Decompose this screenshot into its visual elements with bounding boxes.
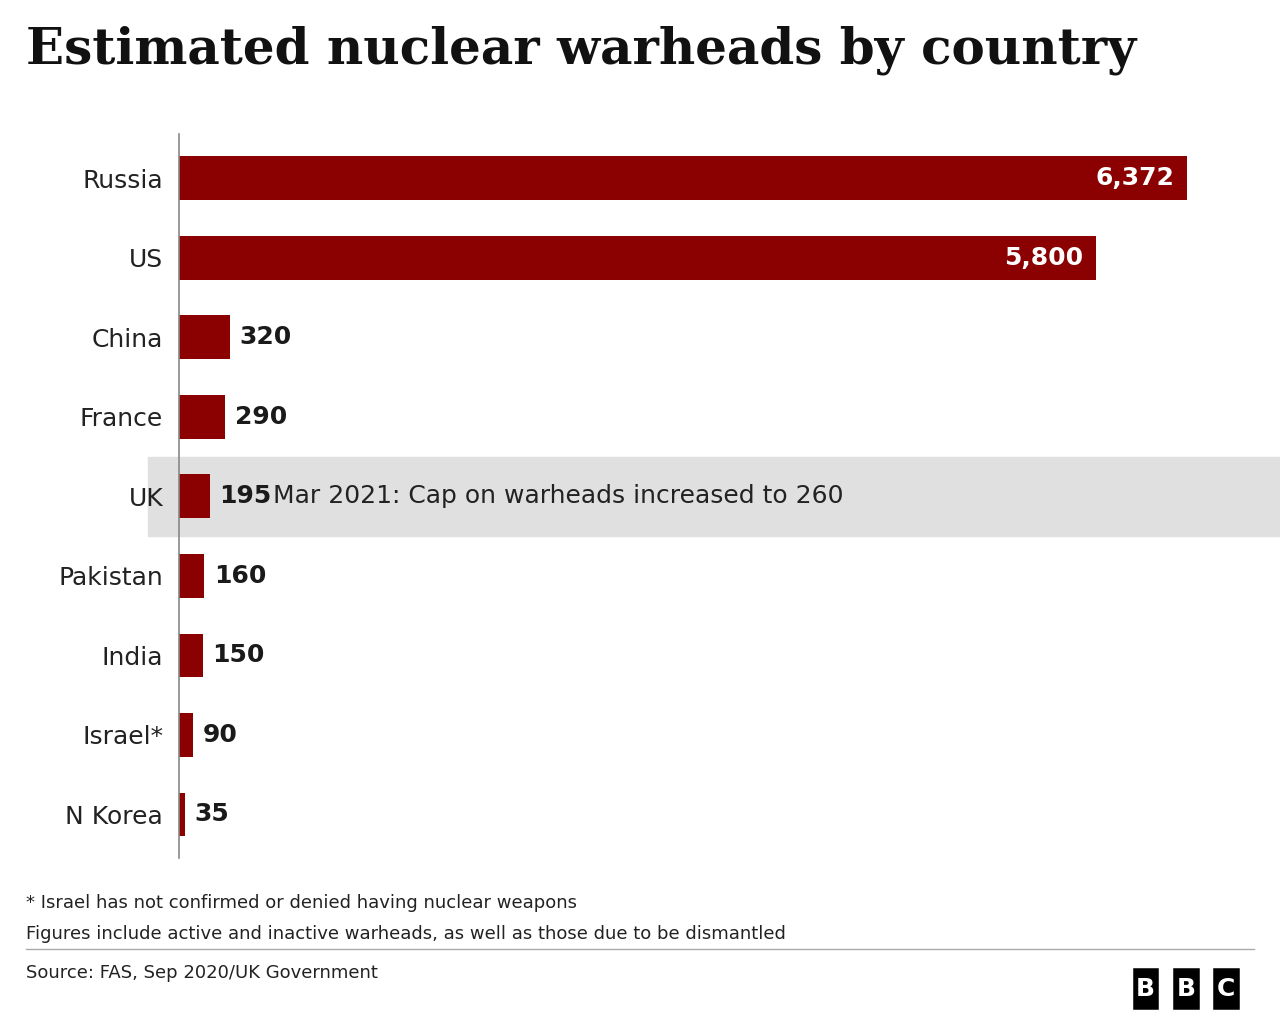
Bar xyxy=(179,634,204,677)
Bar xyxy=(179,713,193,757)
Text: Estimated nuclear warheads by country: Estimated nuclear warheads by country xyxy=(26,26,1135,75)
Text: * Israel has not confirmed or denied having nuclear weapons: * Israel has not confirmed or denied hav… xyxy=(26,894,576,912)
Bar xyxy=(179,315,230,359)
Text: 90: 90 xyxy=(204,723,238,747)
Bar xyxy=(179,156,1187,200)
FancyBboxPatch shape xyxy=(1130,966,1160,1011)
Text: 150: 150 xyxy=(212,643,265,667)
Text: 35: 35 xyxy=(195,802,229,826)
Bar xyxy=(147,457,1280,536)
Text: Source: FAS, Sep 2020/UK Government: Source: FAS, Sep 2020/UK Government xyxy=(26,964,378,981)
Text: 5,800: 5,800 xyxy=(1005,246,1084,270)
Text: 195: 195 xyxy=(220,484,271,509)
Text: 290: 290 xyxy=(234,404,287,429)
Text: B: B xyxy=(1176,976,1196,1001)
Bar xyxy=(179,793,184,837)
Bar xyxy=(179,236,1096,279)
Bar xyxy=(179,554,205,598)
Text: Figures include active and inactive warheads, as well as those due to be dismant: Figures include active and inactive warh… xyxy=(26,925,786,943)
Text: 160: 160 xyxy=(214,564,266,588)
Bar xyxy=(179,395,225,438)
Text: 320: 320 xyxy=(239,326,292,349)
Text: 6,372: 6,372 xyxy=(1096,166,1174,190)
Text: C: C xyxy=(1217,976,1235,1001)
Bar xyxy=(179,475,210,518)
FancyBboxPatch shape xyxy=(1211,966,1242,1011)
Text: Mar 2021: Cap on warheads increased to 260: Mar 2021: Cap on warheads increased to 2… xyxy=(274,484,844,509)
Text: B: B xyxy=(1137,976,1155,1001)
FancyBboxPatch shape xyxy=(1171,966,1201,1011)
